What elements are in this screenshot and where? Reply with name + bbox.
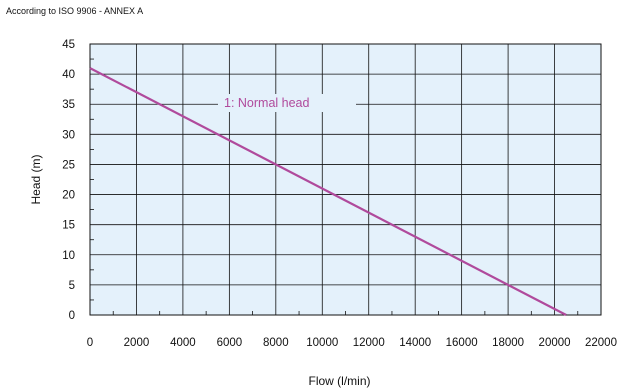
minor-ticks [90, 58, 579, 315]
y-axis-label: Head (m) [29, 154, 43, 204]
y-tick-15: 15 [62, 220, 75, 232]
y-tick-10: 10 [62, 250, 75, 262]
x-tick-8000: 8000 [263, 337, 289, 349]
y-tick-labels: 0 5 10 15 20 25 30 35 40 45 [62, 39, 75, 322]
normal-head-curve [89, 67, 567, 316]
y-tick-25: 25 [62, 159, 75, 171]
x-axis-label: Flow (l/min) [309, 374, 371, 388]
x-tick-18000: 18000 [492, 337, 524, 349]
plot-frame [89, 43, 602, 316]
x-tick-12000: 12000 [353, 337, 385, 349]
x-tick-2000: 2000 [124, 337, 150, 349]
y-tick-40: 40 [62, 69, 75, 81]
standard-note: According to ISO 9906 - ANNEX A [6, 6, 144, 16]
y-tick-35: 35 [62, 99, 75, 111]
y-tick-20: 20 [62, 190, 75, 202]
plot-area [90, 44, 601, 315]
x-tick-4000: 4000 [170, 337, 196, 349]
y-tick-45: 45 [62, 39, 75, 51]
x-tick-10000: 10000 [306, 337, 338, 349]
x-tick-labels: 0 2000 4000 6000 8000 10000 12000 14000 16000 180… [87, 337, 617, 349]
x-tick-0: 0 [87, 337, 93, 349]
series-label-background [218, 94, 356, 112]
x-tick-22000: 22000 [585, 337, 617, 349]
x-tick-20000: 20000 [539, 337, 571, 349]
x-tick-6000: 6000 [217, 337, 243, 349]
series-label-normal-head: 1: Normal head [224, 96, 310, 110]
y-tick-0: 0 [69, 310, 75, 322]
y-tick-5: 5 [69, 280, 75, 292]
y-tick-30: 30 [62, 129, 75, 141]
x-tick-14000: 14000 [399, 337, 431, 349]
x-tick-16000: 16000 [446, 337, 478, 349]
